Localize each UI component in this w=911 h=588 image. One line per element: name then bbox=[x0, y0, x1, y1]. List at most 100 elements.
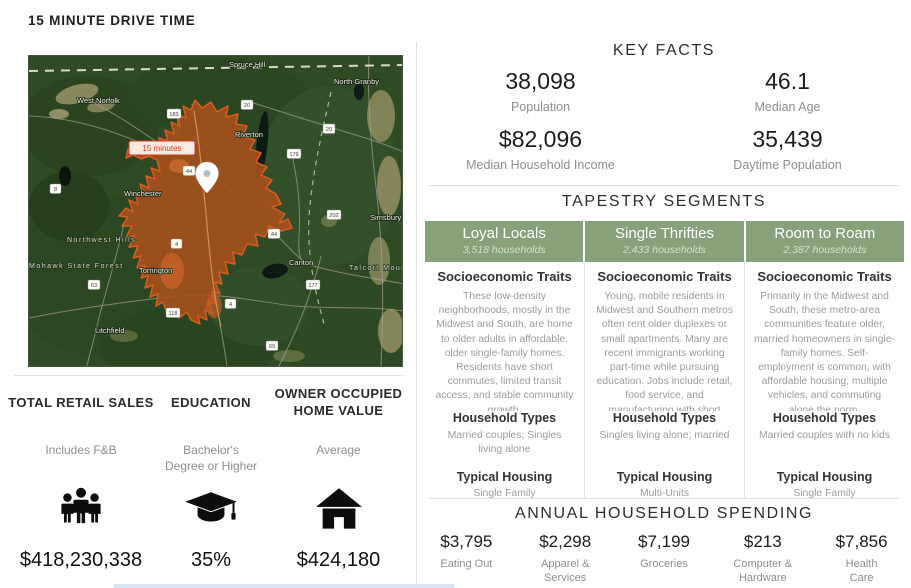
stat-education: EDUCATION Bachelor's Degree or Higher 35… bbox=[162, 383, 260, 588]
spend-value: $7,199 bbox=[637, 532, 690, 551]
traits-text: Young, mobile residents in Midwest and S… bbox=[596, 291, 733, 411]
route-shields: 183 20 20 179 8 44 4 44 63 4 118 177 202… bbox=[49, 99, 342, 351]
map-label-canton: Canton bbox=[289, 258, 313, 267]
stat-owner-occupied-home-value: OWNER OCCUPIED HOME VALUE Average $424,1… bbox=[260, 383, 417, 588]
traits-text: Primarily in the Midwest and South, thes… bbox=[754, 291, 895, 411]
key-facts-grid: 38,098 Population 46.1 Median Age $82,09… bbox=[417, 68, 911, 172]
map-label-northwest-hills: Northwest Hills bbox=[67, 237, 136, 244]
stat-subtitle: Includes F&B bbox=[45, 443, 117, 457]
household-types-text: Singles living alone; married bbox=[599, 430, 730, 441]
drive-time-chip[interactable]: 15 minutes bbox=[128, 140, 196, 156]
map-label-west-norfolk: West Norfolk bbox=[77, 96, 120, 105]
drive-time-chip-label: 15 minutes bbox=[142, 144, 181, 153]
fact-population: 38,098 Population bbox=[417, 68, 664, 114]
route-shield: 44 bbox=[271, 232, 277, 238]
spend-eating-out: $3,795 Eating Out bbox=[417, 532, 516, 586]
map-label-litchfield: Litchfield bbox=[95, 326, 125, 335]
household-types-text: Married couples; Singles living alone bbox=[447, 430, 562, 456]
spend-computer-hardware: $213 Computer & Hardware bbox=[713, 532, 812, 586]
fact-label: Daytime Population bbox=[733, 158, 842, 172]
segment-col-room-to-roam: Socioeconomic Traits Primarily in the Mi… bbox=[744, 260, 904, 499]
typical-housing-text: Multi-Units bbox=[639, 488, 690, 499]
stat-value: 35% bbox=[190, 549, 232, 571]
stat-title: EDUCATION bbox=[171, 394, 251, 410]
segment-name: Loyal Locals bbox=[462, 225, 546, 242]
fact-value: 38,098 bbox=[505, 68, 576, 94]
tapestry-segment-headers: Loyal Locals 3,518 households Single Thr… bbox=[425, 221, 904, 262]
graduation-cap-icon bbox=[162, 485, 260, 533]
segment-name: Single Thrifties bbox=[615, 225, 714, 242]
segment-header-room-to-roam[interactable]: Room to Roam 2,387 households bbox=[745, 221, 904, 262]
left-section-divider bbox=[14, 375, 403, 376]
map-label-torrington: Torrington bbox=[139, 266, 172, 275]
people-group-icon bbox=[0, 485, 162, 533]
spend-label: Groceries bbox=[640, 558, 688, 570]
map-label-winchester: Winchester bbox=[124, 189, 162, 198]
typical-housing-text: Single Family bbox=[473, 488, 536, 499]
map-canvas: 183 20 20 179 8 44 4 44 63 4 118 177 202… bbox=[29, 56, 402, 366]
stat-title: TOTAL RETAIL SALES bbox=[8, 394, 154, 410]
route-shield: 63 bbox=[91, 283, 97, 289]
spend-label: Computer & Hardware bbox=[733, 558, 793, 585]
segment-households: 3,518 households bbox=[462, 244, 546, 256]
traits-heading: Socioeconomic Traits bbox=[757, 269, 892, 284]
route-shield: 44 bbox=[186, 169, 192, 175]
stat-subtitle: Bachelor's Degree or Higher bbox=[164, 443, 258, 473]
map-label-simsbury: Simsbury bbox=[370, 213, 402, 222]
map-place-labels: Spruce Hill North Granby West Norfolk Ri… bbox=[29, 59, 402, 336]
segment-header-loyal-locals[interactable]: Loyal Locals 3,518 households bbox=[425, 221, 584, 262]
stat-value: $418,230,338 bbox=[19, 549, 143, 571]
page-title: 15 MINUTE DRIVE TIME bbox=[28, 13, 196, 28]
tapestry-divider bbox=[429, 498, 899, 499]
typical-housing-text: Single Family bbox=[793, 488, 856, 499]
segment-name: Room to Roam bbox=[774, 225, 876, 242]
household-types-heading: Household Types bbox=[772, 411, 877, 425]
spend-apparel-services: $2,298 Apparel & Services bbox=[516, 532, 615, 586]
route-shield: 4 bbox=[175, 242, 178, 248]
tapestry-segment-details: Socioeconomic Traits These low-density n… bbox=[425, 260, 904, 499]
fact-median-household-income: $82,096 Median Household Income bbox=[417, 126, 664, 172]
segment-col-loyal-locals: Socioeconomic Traits These low-density n… bbox=[425, 260, 584, 499]
location-pin-icon[interactable] bbox=[195, 161, 219, 194]
route-shield: 202 bbox=[329, 213, 338, 219]
household-types-heading: Household Types bbox=[612, 411, 717, 425]
segment-households: 2,433 households bbox=[623, 244, 706, 256]
route-shield: 69 bbox=[269, 344, 275, 350]
fact-label: Median Household Income bbox=[466, 158, 615, 172]
segment-header-single-thrifties[interactable]: Single Thrifties 2,433 households bbox=[585, 221, 744, 262]
spend-groceries: $7,199 Groceries bbox=[615, 532, 714, 586]
typical-housing-heading: Typical Housing bbox=[776, 470, 873, 484]
key-facts-title: KEY FACTS bbox=[612, 42, 716, 59]
household-types-text: Married couples with no kids bbox=[758, 430, 891, 441]
route-shield: 177 bbox=[308, 283, 317, 289]
keyfacts-divider bbox=[429, 185, 899, 186]
segment-households: 2,387 households bbox=[783, 244, 867, 256]
fact-value: $82,096 bbox=[498, 126, 583, 152]
traits-heading: Socioeconomic Traits bbox=[597, 269, 732, 284]
spend-health-care: $7,856 Health Care bbox=[812, 532, 911, 586]
spend-value: $7,856 bbox=[835, 532, 888, 551]
typical-housing-heading: Typical Housing bbox=[616, 470, 713, 484]
traits-text: These low-density neighborhoods, mostly … bbox=[435, 291, 574, 411]
spend-value: $3,795 bbox=[440, 532, 493, 551]
house-icon bbox=[260, 485, 417, 533]
summary-stats-row: TOTAL RETAIL SALES Includes F&B $418,230… bbox=[0, 383, 417, 588]
right-panel: KEY FACTS 38,098 Population 46.1 Median … bbox=[417, 0, 911, 588]
route-shield: 118 bbox=[169, 311, 178, 317]
fact-label: Median Age bbox=[754, 100, 821, 114]
route-shield: 8 bbox=[54, 187, 57, 193]
spend-label: Apparel & Services bbox=[541, 558, 590, 585]
drive-time-map[interactable]: 183 20 20 179 8 44 4 44 63 4 118 177 202… bbox=[28, 55, 403, 367]
scrollbar-horizontal[interactable] bbox=[113, 584, 455, 588]
route-shield: 179 bbox=[289, 152, 298, 158]
fact-label: Population bbox=[510, 100, 571, 114]
spending-title: ANNUAL HOUSEHOLD SPENDING bbox=[514, 505, 814, 522]
stat-title: OWNER OCCUPIED HOME VALUE bbox=[274, 386, 403, 418]
stat-total-retail-sales: TOTAL RETAIL SALES Includes F&B $418,230… bbox=[0, 383, 162, 588]
stat-subtitle: Average bbox=[316, 443, 361, 457]
spend-value: $213 bbox=[743, 532, 782, 551]
spend-label: Eating Out bbox=[440, 558, 493, 570]
fact-value: 35,439 bbox=[752, 126, 823, 152]
fact-median-age: 46.1 Median Age bbox=[664, 68, 911, 114]
stat-value: $424,180 bbox=[296, 549, 381, 571]
